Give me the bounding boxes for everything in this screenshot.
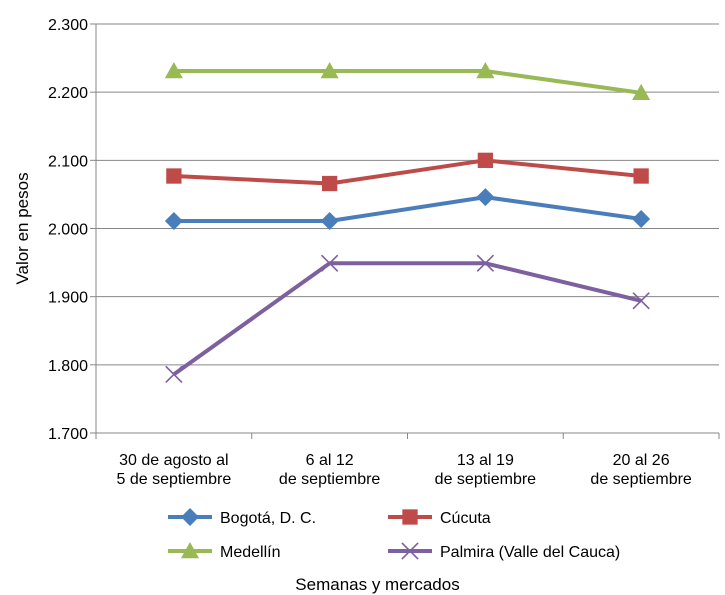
y-axis-title: Valor en pesos [13,172,32,284]
series-line [173,69,642,95]
axes [90,23,720,439]
data-point [632,209,651,228]
x-tick-label: 6 al 12 de septiembre [279,452,380,488]
y-tick-label: 2.200 [48,85,88,102]
data-point [164,212,183,231]
series-group [164,62,651,384]
x-tick-label: 30 de agosto al 5 de septiembre [117,452,232,488]
y-tick-label: 1.800 [48,358,88,375]
data-point [477,152,494,168]
y-tick-labels: 1.700 1.800 1.900 2.000 2.100 2.200 2.300 [48,17,88,443]
data-point [320,254,339,272]
data-point [632,83,651,101]
x-tick-label: 13 al 19 de septiembre [435,452,536,488]
legend-item: Cúcuta [388,509,491,527]
data-point [476,62,495,79]
data-point [181,508,199,526]
data-point [476,188,495,207]
legend-label: Cúcuta [440,510,491,527]
data-point [320,212,339,231]
data-point [321,175,338,192]
legend-label: Palmira (Valle del Cauca) [440,544,620,561]
series-0 [164,188,651,231]
data-point [633,168,649,184]
data-point [632,292,650,310]
y-tick-label: 2.000 [48,222,88,239]
y-tick-label: 1.900 [48,290,88,307]
legend-label: Bogotá, D. C. [220,510,316,527]
gridlines [96,23,719,366]
series-line [172,261,642,377]
data-point [320,62,339,79]
series-line [173,195,642,224]
legend-item: Bogotá, D. C. [168,508,316,527]
legend-item: Medellín [168,542,280,561]
data-point [164,62,183,79]
data-point [402,509,418,525]
data-point [166,168,182,184]
y-tick-label: 1.700 [48,426,88,443]
series-1 [166,152,649,192]
x-tick-label: 20 al 26 de septiembre [590,452,691,488]
legend: Bogotá, D. C. Cúcuta Medellín Palmira (Vall… [168,508,620,561]
y-tick-label: 2.300 [48,17,88,34]
series-3 [165,254,650,384]
legend-item: Palmira (Valle del Cauca) [388,542,620,561]
data-point [165,365,183,384]
series-line [173,158,642,186]
legend-label: Medellín [220,544,280,561]
data-point [181,542,199,559]
x-tick-labels: 30 de agosto al 5 de septiembre 6 al 12 de … [117,452,692,488]
y-tick-label: 2.100 [48,153,88,170]
data-point [476,254,495,272]
data-point [401,542,419,560]
x-axis-title: Semanas y mercados [295,575,459,594]
series-2 [164,62,651,101]
